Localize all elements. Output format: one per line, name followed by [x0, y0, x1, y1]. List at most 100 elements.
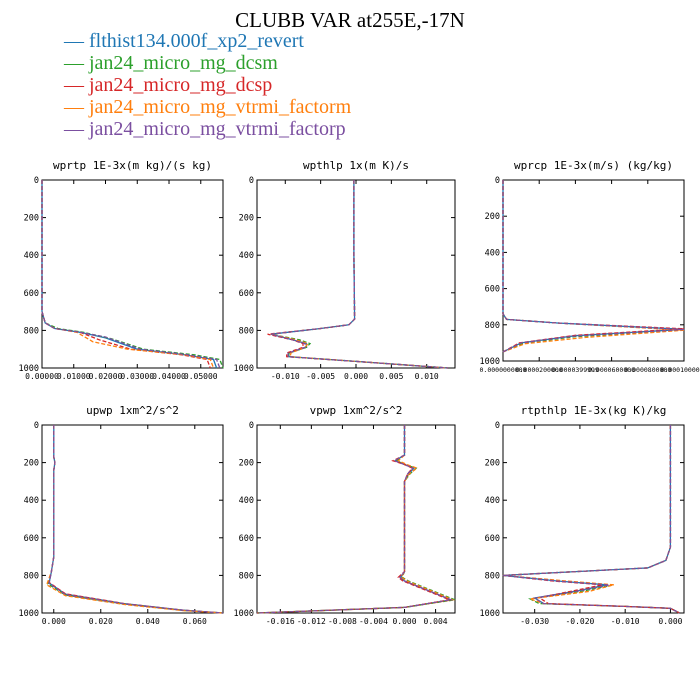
plot-frame [502, 424, 685, 614]
series-line [41, 180, 221, 369]
x-tick-label: 0.00000 [25, 372, 59, 381]
x-tick-label: 0.010 [415, 372, 439, 381]
y-tick-label: 400 [485, 248, 500, 258]
series-line [502, 180, 685, 353]
y-tick-label: 0 [34, 176, 39, 186]
x-tick-label: 0.000 [658, 617, 682, 626]
y-tick-label: 600 [24, 289, 39, 299]
y-tick-label: 400 [485, 496, 500, 506]
legend-entry: — jan24_micro_mg_dcsp [64, 74, 351, 96]
series-line [256, 425, 458, 614]
x-tick-label: 0.04000 [152, 372, 186, 381]
legend-swatch: — [64, 118, 89, 140]
x-tick-label: -0.016 [266, 617, 295, 626]
series-line [502, 180, 685, 353]
plot-frame [41, 179, 224, 369]
legend-swatch: — [64, 52, 89, 74]
legend: — flthist134.000f_xp2_revert — jan24_mic… [64, 30, 351, 140]
y-tick-label: 200 [24, 214, 39, 224]
series-line [502, 425, 680, 614]
x-tick-label: -0.005 [306, 372, 335, 381]
series-line [502, 180, 685, 353]
series-line [256, 425, 454, 614]
series-line [256, 425, 456, 614]
series-line [41, 180, 218, 369]
y-tick-label: 400 [24, 496, 39, 506]
y-tick-label: 400 [239, 496, 254, 506]
y-tick-label: 0 [249, 176, 254, 186]
y-tick-label: 400 [239, 251, 254, 261]
x-tick-label: 0.03000 [120, 372, 154, 381]
x-tick-label: 0.0000800000 [624, 366, 671, 374]
series-line [502, 425, 680, 614]
y-tick-label: 200 [239, 214, 254, 224]
x-tick-label: -0.020 [565, 617, 594, 626]
series-line [41, 180, 224, 369]
x-tick-label: -0.010 [611, 617, 640, 626]
legend-label: jan24_micro_mg_vtrmi_factorm [89, 96, 352, 118]
y-tick-label: 1000 [19, 609, 39, 619]
y-tick-label: 0 [495, 176, 500, 186]
y-tick-label: 800 [24, 571, 39, 581]
panel-title: rtpthlp 1E-3x(kg K)/kg [521, 404, 667, 417]
x-tick-label: 0.000 [42, 617, 66, 626]
y-tick-label: 200 [239, 459, 254, 469]
y-tick-label: 1000 [19, 364, 39, 374]
x-tick-label: 0.040 [136, 617, 160, 626]
legend-swatch: — [64, 30, 89, 52]
series-line [270, 180, 448, 369]
x-tick-label: 0.000 [344, 372, 368, 381]
panel-title: wprcp 1E-3x(m/s) (kg/kg) [514, 159, 673, 172]
y-tick-label: 800 [485, 571, 500, 581]
y-tick-label: 200 [24, 459, 39, 469]
y-tick-label: 400 [24, 251, 39, 261]
panel: upwp 1xm^2/s^2 0 200 400 600 800 10000.000 0.02… [19, 404, 224, 626]
y-tick-label: 0 [249, 421, 254, 431]
series-line [502, 425, 680, 614]
y-tick-label: 800 [24, 326, 39, 336]
series-line [48, 425, 224, 614]
series-line [48, 425, 224, 614]
legend-swatch: — [64, 96, 89, 118]
y-tick-label: 200 [485, 459, 500, 469]
x-tick-label: 0.0000600000 [588, 366, 635, 374]
series-line [41, 180, 211, 369]
x-tick-label: 0.005 [379, 372, 403, 381]
y-tick-label: 800 [239, 571, 254, 581]
plot-frame [256, 424, 456, 614]
x-tick-label: 0.0000399999 [552, 366, 599, 374]
y-tick-label: 1000 [234, 609, 254, 619]
series-line [256, 425, 452, 614]
legend-label: jan24_micro_mg_dcsm [89, 52, 278, 74]
y-tick-label: 600 [485, 534, 500, 544]
x-tick-label: 0.000 [392, 617, 416, 626]
figure-title: CLUBB VAR at255E,-17N [235, 8, 465, 32]
legend-entry: — jan24_micro_mg_vtrmi_factorm [64, 96, 351, 118]
x-tick-label: 0.060 [183, 617, 207, 626]
x-tick-label: 0.004 [424, 617, 448, 626]
legend-label: jan24_micro_mg_vtrmi_factorp [89, 118, 346, 140]
y-tick-label: 0 [495, 421, 500, 431]
panel-title: wprtp 1E-3x(m kg)/(s kg) [53, 159, 212, 172]
y-tick-label: 600 [485, 285, 500, 295]
series-line [502, 180, 685, 353]
y-tick-label: 1000 [480, 357, 500, 367]
x-tick-label: 0.0000000000 [480, 366, 527, 374]
panel: wprcp 1E-3x(m/s) (kg/kg) 0 200 400 600 800 100… [480, 159, 700, 374]
series-line [45, 425, 224, 614]
series-line [502, 425, 680, 614]
y-tick-label: 600 [239, 289, 254, 299]
x-tick-label: -0.030 [520, 617, 549, 626]
legend-entry: — flthist134.000f_xp2_revert [64, 30, 351, 52]
x-tick-label: -0.010 [271, 372, 300, 381]
y-tick-label: 600 [239, 534, 254, 544]
x-tick-label: 0.020 [89, 617, 113, 626]
series-line [502, 425, 680, 614]
y-tick-label: 800 [239, 326, 254, 336]
panel: wpthlp 1x(m K)/s 0 200 400 600 800 1000 -0.010-… [234, 159, 456, 381]
y-tick-label: 1000 [480, 609, 500, 619]
legend-swatch: — [64, 74, 89, 96]
series-line [270, 180, 448, 369]
y-tick-label: 0 [34, 421, 39, 431]
